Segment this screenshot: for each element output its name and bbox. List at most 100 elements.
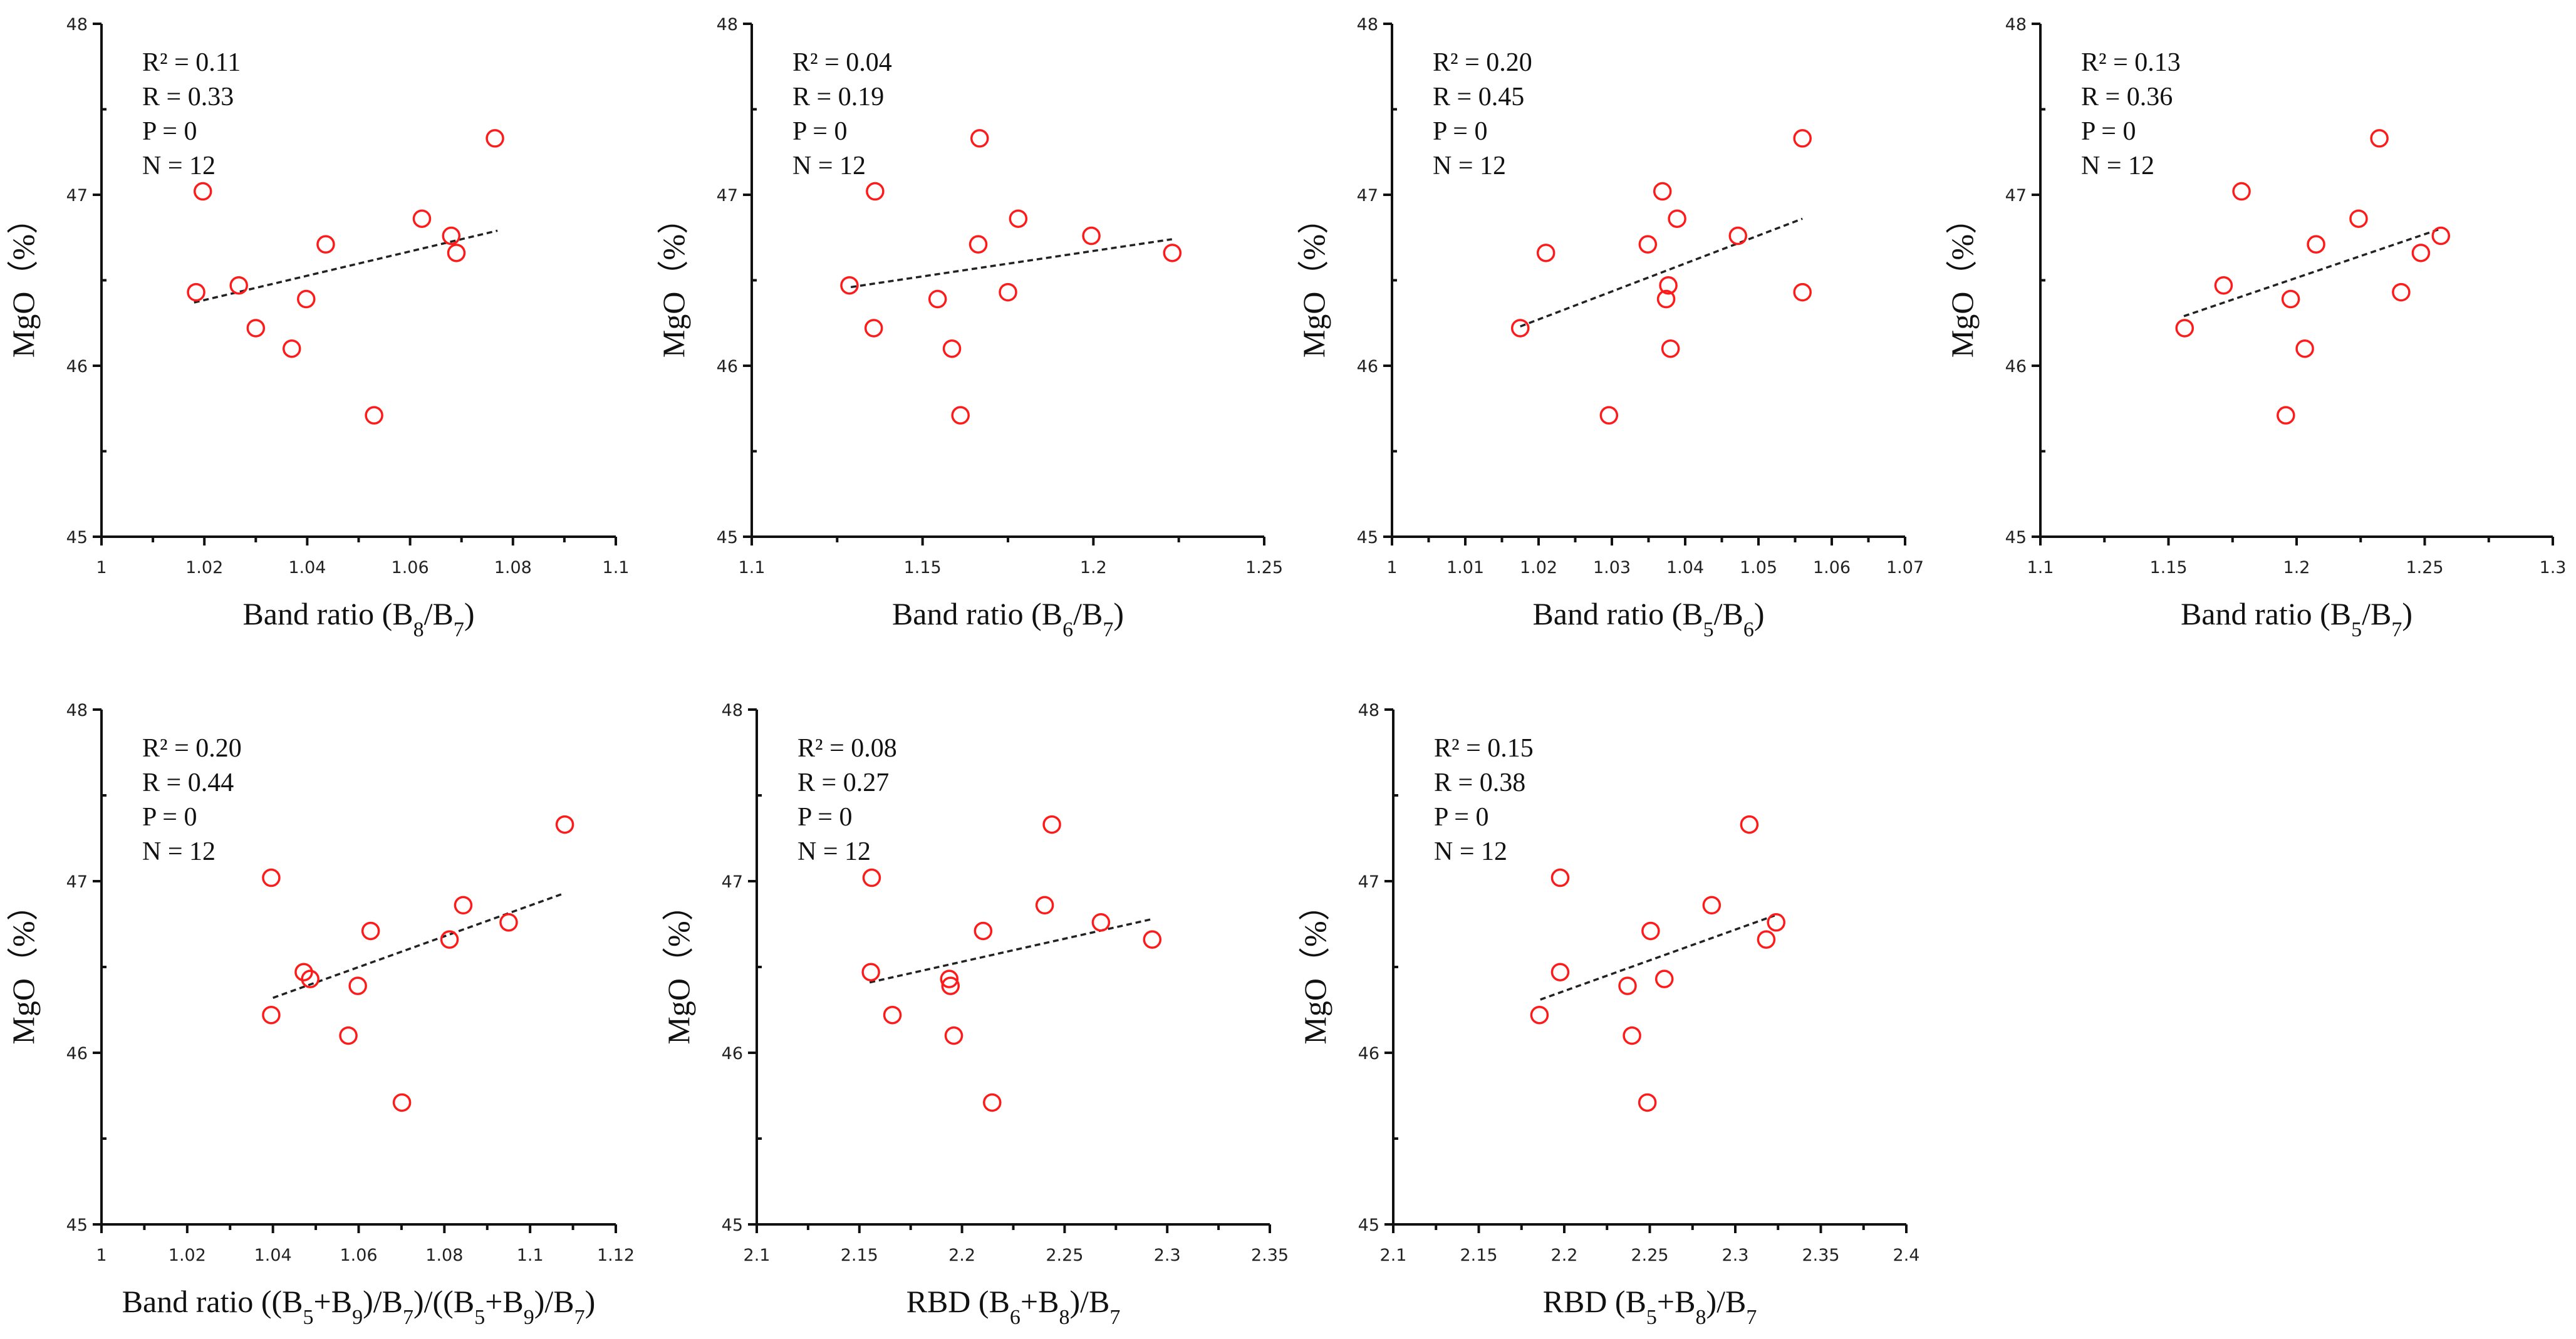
- data-point: [1550, 963, 1570, 981]
- data-point: [983, 1093, 1002, 1112]
- data-point: [1536, 244, 1555, 262]
- stat-r2: R² = 0.04: [792, 48, 892, 77]
- x-tick-label: 1.15: [904, 558, 942, 577]
- stat-p: P = 0: [797, 803, 853, 832]
- x-axis-title-part: +B: [314, 1284, 353, 1319]
- data-point: [499, 913, 518, 932]
- trendline: [1540, 914, 1775, 1001]
- x-tick-label: 1.08: [425, 1246, 463, 1265]
- data-point: [348, 976, 367, 995]
- y-tick-label: 48: [66, 701, 88, 720]
- x-axis-title-part: )/B: [1706, 1284, 1746, 1319]
- x-tick-label: 2.2: [948, 1246, 975, 1265]
- data-point: [2295, 339, 2314, 358]
- data-point: [2281, 289, 2300, 309]
- data-point: [283, 339, 301, 358]
- data-point: [193, 182, 212, 201]
- x-axis-title-part: +B: [1657, 1284, 1696, 1319]
- data-point: [447, 244, 466, 262]
- stat-r2: R² = 0.11: [142, 48, 241, 77]
- x-axis-title-part: /B: [424, 596, 454, 631]
- data-point: [866, 182, 885, 201]
- x-tick-label: 1.03: [1593, 558, 1631, 577]
- data-point: [941, 976, 960, 995]
- x-axis-title-part: )/B: [534, 1284, 574, 1319]
- x-axis-title-subscript: 5: [1703, 618, 1714, 641]
- x-axis-title-part: ): [1113, 596, 1124, 631]
- x-tick-label: 1.1: [739, 558, 766, 577]
- x-tick-label: 1.2: [2283, 558, 2310, 577]
- data-point: [883, 1005, 902, 1025]
- x-tick-label: 1.04: [254, 1246, 292, 1265]
- x-axis-title: RBD (B5+B8)/B7: [1543, 1284, 1757, 1329]
- x-axis-title-subscript: 7: [403, 1306, 413, 1329]
- scatter-panel-4: 45 46 47 48 1.1 1.15 1.2 1.25 1.3 Band ratio (B5/…: [1945, 15, 2566, 641]
- x-axis-title-part: RBD (B: [1543, 1284, 1646, 1319]
- y-tick-label: 47: [1357, 186, 1378, 205]
- data-point: [392, 1093, 412, 1112]
- data-point: [2175, 319, 2194, 338]
- x-axis-title-subscript: 9: [524, 1306, 534, 1329]
- data-point: [1530, 1005, 1549, 1025]
- data-point: [999, 282, 1017, 302]
- data-point: [365, 406, 383, 425]
- x-tick-label: 1: [96, 558, 106, 577]
- x-axis-title: RBD (B6+B8)/B7: [906, 1284, 1121, 1329]
- scatter-panel-3: 45 46 47 48 1 1.01 1.02 1.03 1.04 1.05 1.06 1.07 Ban…: [1296, 15, 1924, 641]
- data-point: [262, 1005, 281, 1025]
- x-tick-label: 1.02: [169, 1246, 206, 1265]
- x-axis-title: Band ratio ((B5+B9)/B7)/((B5+B9)/B7): [122, 1284, 596, 1329]
- trendline: [194, 229, 498, 304]
- x-axis-title-part: ): [2402, 596, 2412, 631]
- x-axis-title-subscript: 7: [574, 1306, 585, 1329]
- stat-p: P = 0: [1433, 117, 1488, 146]
- x-tick-label: 1.01: [1446, 558, 1484, 577]
- y-tick-label: 46: [66, 357, 88, 376]
- data-point: [2214, 276, 2233, 295]
- scatter-panel-2: 45 46 47 48 1.1 1.15 1.2 1.25 Band ratio (B6/B7)…: [656, 15, 1283, 641]
- x-tick-label: 1.3: [2540, 558, 2567, 577]
- x-tick-label: 1.04: [288, 558, 326, 577]
- x-tick-label: 2.25: [1631, 1246, 1668, 1265]
- x-axis-title-subscript: 5: [474, 1306, 485, 1329]
- x-axis-title-part: Band ratio (B: [1532, 596, 1703, 631]
- data-point: [1623, 1026, 1641, 1045]
- data-point: [1143, 930, 1162, 949]
- x-tick-label: 1.1: [603, 558, 630, 577]
- x-axis-title-part: +B: [485, 1284, 524, 1319]
- x-tick-label: 1.02: [185, 558, 223, 577]
- data-point: [1659, 276, 1678, 295]
- x-axis-title-subscript: 8: [1695, 1306, 1706, 1329]
- x-tick-label: 2.15: [1460, 1246, 1497, 1265]
- data-point: [1654, 969, 1674, 988]
- data-point: [969, 235, 988, 254]
- x-tick-label: 1.25: [1245, 558, 1283, 577]
- x-axis-title-subscript: 7: [1109, 1306, 1120, 1329]
- x-axis-title-subscript: 5: [1646, 1306, 1657, 1329]
- data-point: [1091, 913, 1111, 932]
- x-tick-label: 1.02: [1520, 558, 1557, 577]
- stat-n: N = 12: [142, 837, 216, 866]
- x-axis-title-part: /B: [1714, 596, 1743, 631]
- data-point: [2392, 282, 2411, 302]
- x-tick-label: 1.04: [1666, 558, 1704, 577]
- y-axis-title: MgO（%）: [1945, 203, 1980, 358]
- data-point: [1656, 289, 1676, 309]
- y-axis-title: MgO（%）: [6, 889, 41, 1044]
- x-axis-title-subscript: 7: [454, 618, 464, 641]
- data-point: [840, 276, 859, 295]
- scatter-panel-7: 45 46 47 48 2.1 2.15 2.2 2.25 2.3 2.35 2.4 RBD (B5+…: [1297, 701, 1919, 1329]
- x-tick-label: 2.1: [1380, 1246, 1407, 1265]
- x-axis-title-part: +B: [1021, 1284, 1059, 1319]
- x-axis-title-part: ): [464, 596, 475, 631]
- data-point: [2277, 406, 2295, 425]
- x-tick-label: 1: [96, 1246, 106, 1265]
- stat-r2: R² = 0.15: [1434, 734, 1534, 763]
- x-tick-label: 1.06: [392, 558, 429, 577]
- x-axis-title-part: ): [585, 1284, 596, 1319]
- y-tick-label: 47: [1358, 872, 1379, 892]
- data-point: [2370, 129, 2389, 148]
- stat-p: P = 0: [142, 117, 197, 146]
- data-point: [316, 235, 335, 254]
- data-point: [187, 282, 205, 302]
